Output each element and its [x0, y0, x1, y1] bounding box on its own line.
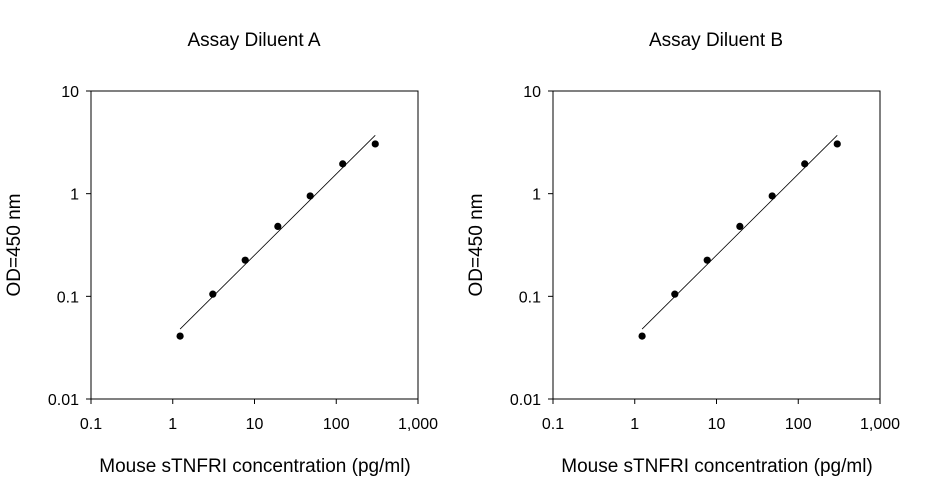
- y-tick-label: 10: [523, 84, 541, 101]
- y-tick-label: 10: [61, 84, 79, 101]
- data-point: [736, 222, 744, 230]
- chart-title: Assay Diluent A: [187, 30, 320, 51]
- plot-frame: [552, 90, 881, 400]
- x-tick-label: 1,000: [860, 416, 900, 433]
- y-axis-label: OD=450 nm: [466, 194, 487, 297]
- data-point: [371, 140, 379, 148]
- chart-panel-2: Assay Diluent B0.1 1 10 100 1,0000.010.1110M…: [466, 30, 900, 477]
- chart-panel-1: Assay Diluent A0.1 1 10 100 1,0000.010.1110M…: [4, 30, 438, 477]
- y-tick-label: 0.1: [57, 289, 79, 306]
- x-tick-label: 1,000: [398, 416, 438, 433]
- x-tick-label: 100: [785, 416, 812, 433]
- x-tick-label: 1: [630, 416, 639, 433]
- x-tick-label: 10: [246, 416, 264, 433]
- x-tick-label: 1: [168, 416, 177, 433]
- y-axis-label: OD=450 nm: [4, 194, 25, 297]
- data-point: [306, 192, 314, 200]
- x-tick-label: 10: [708, 416, 726, 433]
- data-point: [638, 332, 646, 340]
- x-axis-label: Mouse sTNFRI concentration (pg/ml): [99, 456, 411, 477]
- plot-frame: [90, 90, 419, 400]
- x-tick-label: 0.1: [542, 416, 564, 433]
- data-point: [833, 140, 841, 148]
- data-point: [339, 160, 347, 168]
- data-point: [671, 290, 679, 298]
- y-tick-label: 0.01: [48, 392, 79, 409]
- y-tick-label: 0.01: [510, 392, 541, 409]
- x-tick-label: 100: [323, 416, 350, 433]
- x-axis-label: Mouse sTNFRI concentration (pg/ml): [561, 456, 873, 477]
- chart-title: Assay Diluent B: [649, 30, 783, 51]
- data-point: [274, 222, 282, 230]
- data-point: [209, 290, 217, 298]
- data-point: [176, 332, 184, 340]
- y-tick-label: 1: [532, 187, 541, 204]
- data-point: [768, 192, 776, 200]
- data-point: [241, 256, 249, 264]
- x-tick-label: 0.1: [80, 416, 102, 433]
- y-tick-label: 1: [70, 187, 79, 204]
- y-tick-label: 0.1: [519, 289, 541, 306]
- data-point: [801, 160, 809, 168]
- data-point: [703, 256, 711, 264]
